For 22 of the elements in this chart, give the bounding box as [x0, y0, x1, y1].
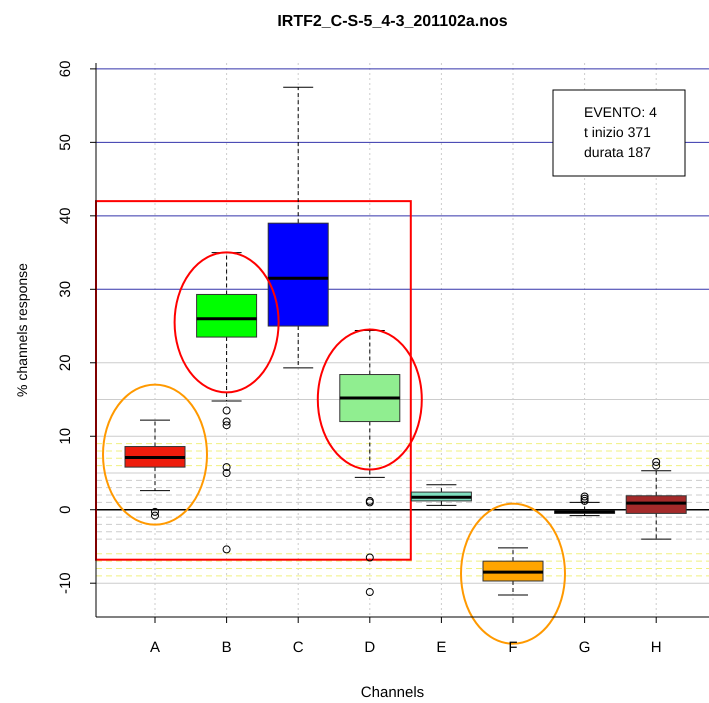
x-tick-label: F [508, 639, 518, 656]
y-axis-title: % channels response [14, 262, 30, 397]
x-tick-label: A [150, 639, 160, 656]
y-tick-label: 10 [56, 428, 74, 445]
x-tick-label: C [292, 639, 304, 656]
y-tick-label: 40 [56, 207, 74, 224]
y-tick-label: -10 [56, 572, 74, 594]
annotation: t inizio 371 [584, 124, 652, 140]
annotation: durata 187 [584, 144, 652, 160]
y-tick-label: 0 [56, 506, 74, 514]
x-tick-label: E [436, 639, 446, 656]
x-tick-label: H [650, 639, 662, 656]
y-tick-label: 60 [56, 60, 74, 78]
y-tick-label: 30 [56, 280, 74, 298]
x-tick-label: B [222, 639, 232, 656]
y-tick-label: 50 [56, 134, 74, 151]
annotation: EVENTO: 4 [584, 104, 658, 120]
chart-title: IRTF2_C-S-5_4-3_201102a.nos [277, 13, 508, 30]
x-tick-label: D [364, 639, 376, 656]
y-tick-label: 20 [56, 354, 74, 372]
x-tick-label: G [578, 639, 590, 656]
x-axis-title: Channels [360, 684, 424, 701]
